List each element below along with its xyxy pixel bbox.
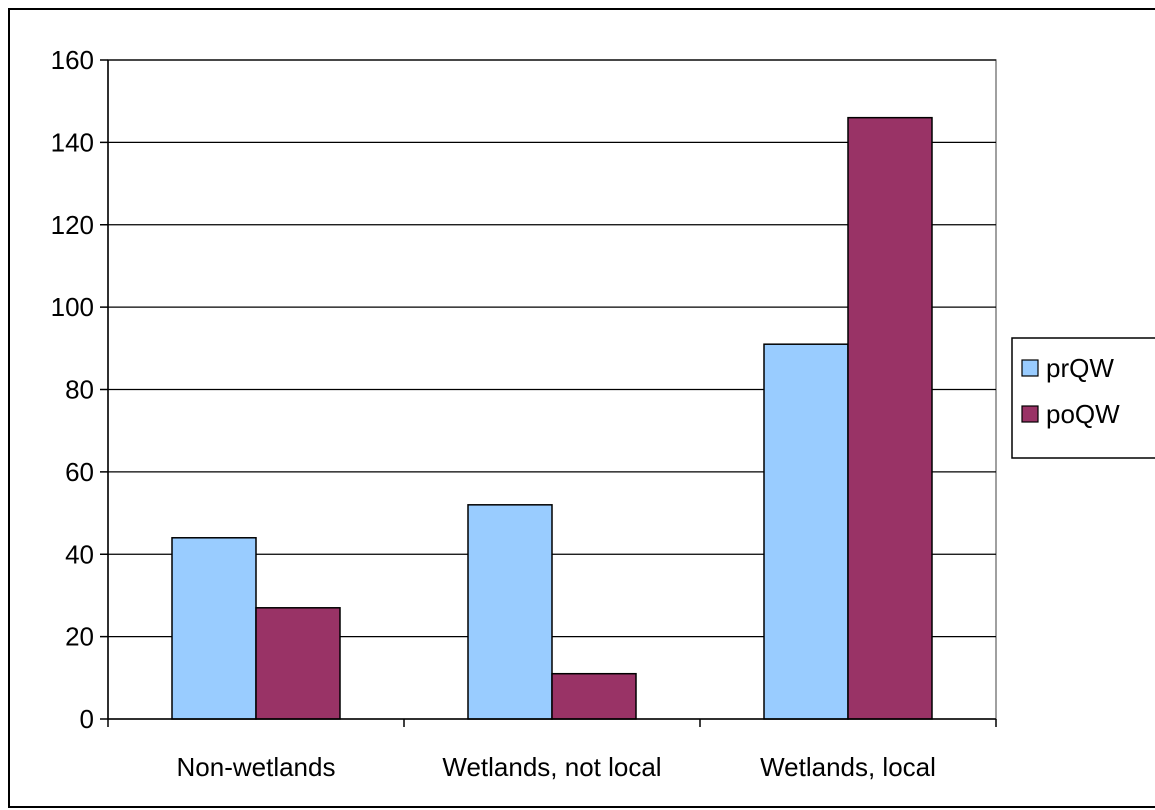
- x-axis-tick-labels: Non-wetlands Wetlands, not local Wetlands,…: [177, 752, 936, 782]
- bar-prQW-0: [171, 537, 257, 720]
- y-tick-label-140: 140: [51, 127, 94, 157]
- y-tick-label-100: 100: [51, 292, 94, 322]
- legend: prQW poQW: [1011, 337, 1155, 459]
- x-tick-label-1: Wetlands, not local: [442, 752, 661, 782]
- y-tick-label-160: 160: [51, 45, 94, 75]
- x-tick-label-0: Non-wetlands: [177, 752, 336, 782]
- y-tick-label-120: 120: [51, 210, 94, 240]
- y-tick-label-80: 80: [65, 375, 94, 405]
- y-tick-label-20: 20: [65, 622, 94, 652]
- bar-poQW-1: [551, 672, 637, 720]
- legend-label-poQW: poQW: [1046, 399, 1120, 429]
- bar-poQW-0: [255, 607, 341, 720]
- legend-swatch-poQW: [1021, 405, 1039, 423]
- legend-label-prQW: prQW: [1046, 353, 1114, 383]
- y-tick-label-40: 40: [65, 539, 94, 569]
- y-tick-label-60: 60: [65, 457, 94, 487]
- legend-swatch-prQW: [1021, 359, 1039, 377]
- x-tick-label-2: Wetlands, local: [760, 752, 936, 782]
- axes: [100, 59, 997, 727]
- bar-prQW-2: [763, 343, 849, 720]
- bar-poQW-2: [847, 116, 933, 720]
- y-tick-label-0: 0: [80, 704, 94, 734]
- y-axis-tick-labels: 0 20 40 60 80 100 120 140 160: [51, 45, 94, 734]
- bar-prQW-1: [467, 504, 553, 720]
- legend-box: [1011, 337, 1155, 459]
- bars: [171, 116, 933, 720]
